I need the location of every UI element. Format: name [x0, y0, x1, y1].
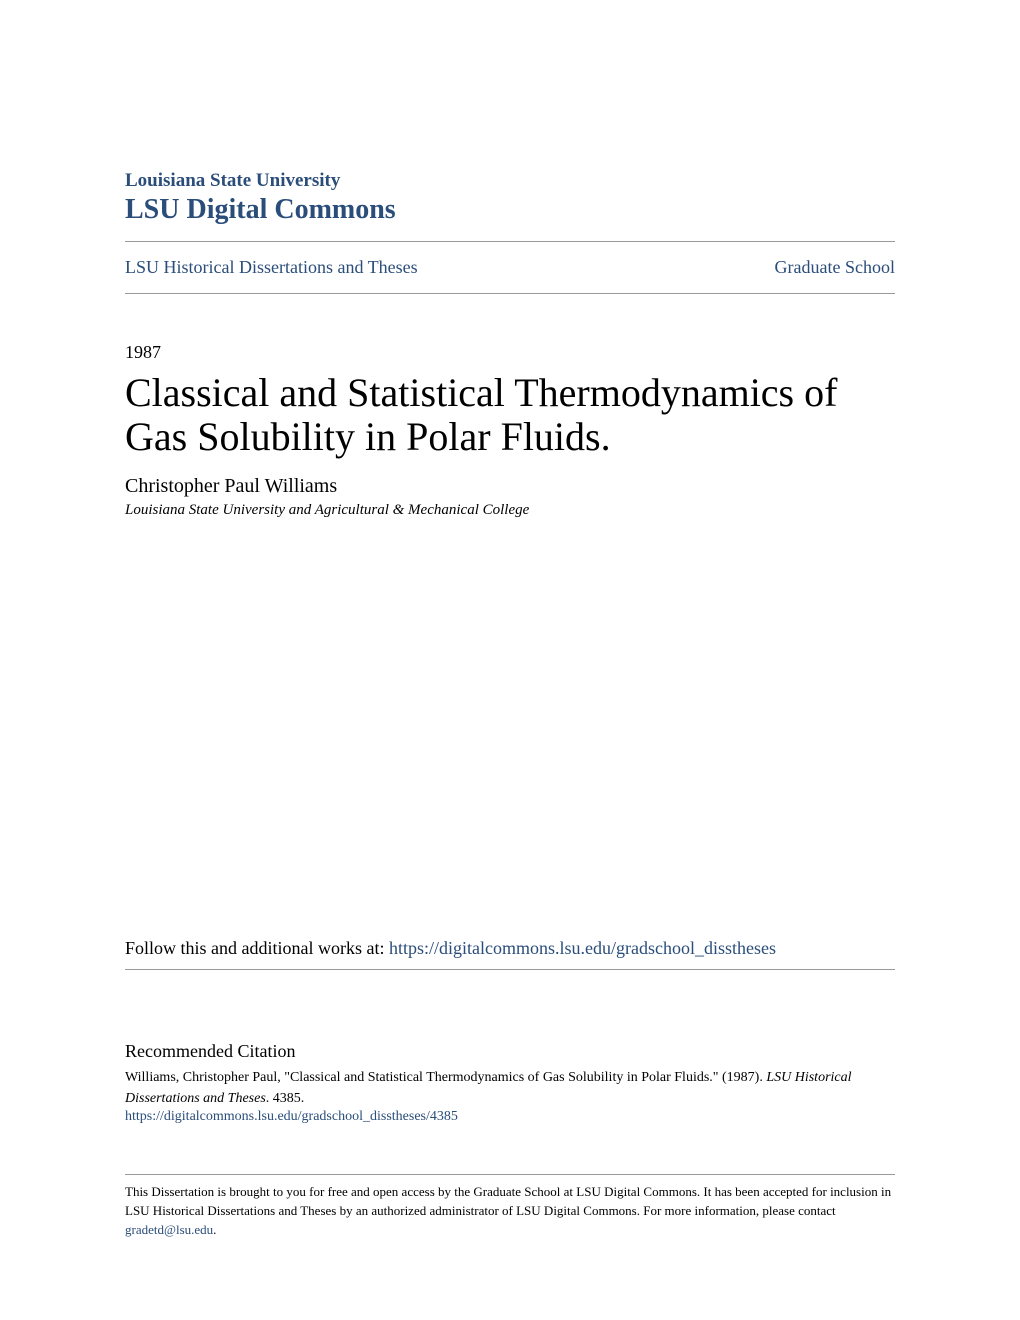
university-name[interactable]: Louisiana State University	[125, 170, 895, 192]
citation-heading: Recommended Citation	[125, 1041, 895, 1062]
breadcrumb-collection-link[interactable]: LSU Historical Dissertations and Theses	[125, 257, 418, 278]
follow-prefix: Follow this and additional works at:	[125, 938, 389, 958]
citation-part2: . 4385.	[266, 1091, 305, 1106]
author-name: Christopher Paul Williams	[125, 475, 895, 498]
footer-suffix: .	[213, 1222, 216, 1237]
divider	[125, 241, 895, 242]
footer-text: This Dissertation is brought to you for …	[125, 1183, 895, 1240]
citation-url-link[interactable]: https://digitalcommons.lsu.edu/gradschoo…	[125, 1109, 895, 1125]
follow-link[interactable]: https://digitalcommons.lsu.edu/gradschoo…	[389, 938, 776, 958]
follow-section: Follow this and additional works at: htt…	[125, 938, 895, 970]
publication-year: 1987	[125, 342, 895, 363]
divider	[125, 1174, 895, 1175]
divider	[125, 969, 895, 970]
footer-body: This Dissertation is brought to you for …	[125, 1184, 891, 1218]
author-affiliation: Louisiana State University and Agricultu…	[125, 502, 895, 519]
citation-text: Williams, Christopher Paul, "Classical a…	[125, 1068, 895, 1109]
header-block: Louisiana State University LSU Digital C…	[125, 170, 895, 226]
footer-email-link[interactable]: gradetd@lsu.edu	[125, 1222, 213, 1237]
follow-text: Follow this and additional works at: htt…	[125, 938, 895, 959]
citation-section: Recommended Citation Williams, Christoph…	[125, 1041, 895, 1125]
repository-name[interactable]: LSU Digital Commons	[125, 194, 895, 226]
divider	[125, 293, 895, 294]
citation-part1: Williams, Christopher Paul, "Classical a…	[125, 1070, 766, 1085]
breadcrumb-school-link[interactable]: Graduate School	[775, 257, 895, 278]
breadcrumb-row: LSU Historical Dissertations and Theses …	[125, 257, 895, 278]
document-title: Classical and Statistical Thermodynamics…	[125, 371, 895, 459]
